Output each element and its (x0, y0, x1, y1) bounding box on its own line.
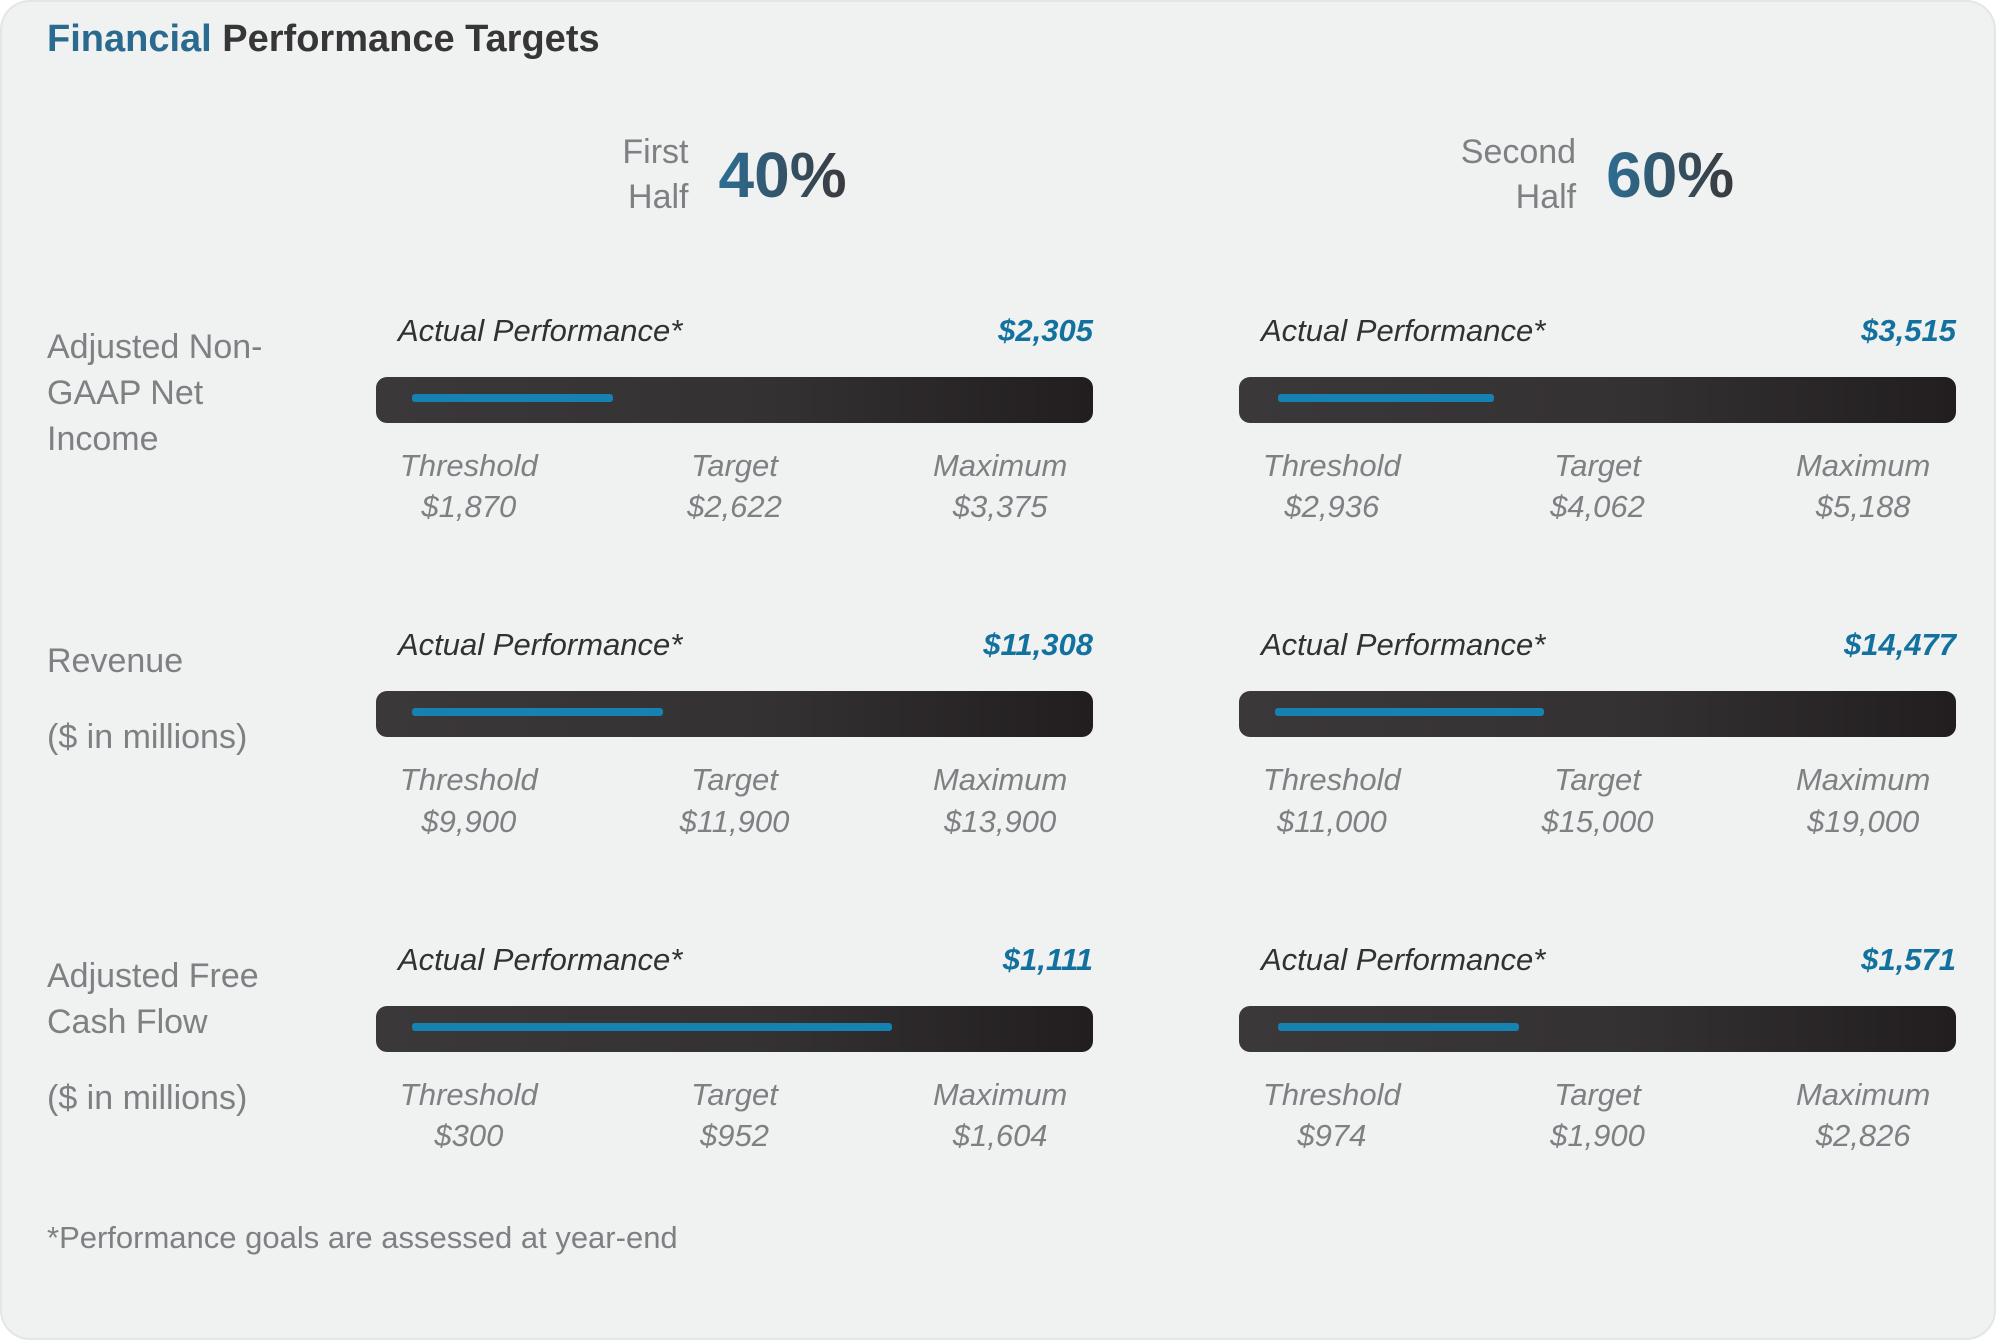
actual-performance-line (411, 394, 613, 402)
actual-performance-label: Actual Performance* (398, 627, 683, 663)
metric-name: Adjusted Free Cash Flow ($ in millions) (47, 942, 329, 1156)
actual-performance-label: Actual Performance* (1261, 627, 1546, 663)
second-half-label: Second Half (1460, 133, 1577, 216)
page-title-accent: Financial (47, 18, 212, 60)
metric-first-half-cell: Actual Performance* $11,308 Threshold $9… (376, 627, 1093, 841)
actual-performance-line (1278, 394, 1494, 402)
actual-performance-label: Actual Performance* (398, 313, 683, 348)
performance-bar (1239, 377, 1956, 423)
target-item: Target $1,900 (1550, 1076, 1645, 1154)
scale-row: Threshold $1,870 Target $2,622 Maximum $… (336, 445, 1133, 527)
metric-first-half-cell: Actual Performance* $1,111 Threshold $30… (376, 942, 1093, 1156)
metric-second-half-cell: Actual Performance* $14,477 Threshold $1… (1239, 627, 1956, 841)
threshold-item: Threshold $300 (399, 1076, 538, 1154)
scale-row: Threshold $300 Target $952 Maximum $1,60… (336, 1074, 1133, 1156)
actual-performance-value: $2,305 (998, 313, 1093, 348)
metric-unit: ($ in millions) (47, 718, 248, 757)
target-item: Target $4,062 (1550, 448, 1645, 525)
actual-performance-label: Actual Performance* (398, 941, 683, 977)
metric-first-half-cell: Actual Performance* $2,305 Threshold $1,… (376, 313, 1093, 527)
actual-performance-value: $1,111 (1002, 941, 1093, 977)
maximum-item: Maximum $13,900 (932, 762, 1068, 839)
footnote: *Performance goals are assessed at year-… (47, 1220, 678, 1256)
performance-bar (376, 1005, 1093, 1052)
maximum-item: Maximum $2,826 (1795, 1076, 1931, 1154)
actual-performance-line (411, 708, 663, 717)
metric-row: Adjusted Free Cash Flow ($ in millions) … (2, 942, 1994, 1156)
actual-performance-label: Actual Performance* (1261, 313, 1546, 348)
scale-row: Threshold $11,000 Target $15,000 Maximum… (1199, 759, 1994, 841)
metric-row: Adjusted Non-GAAP Net Income Actual Perf… (2, 313, 1994, 527)
target-item: Target $15,000 (1541, 762, 1654, 839)
target-item: Target $2,622 (687, 448, 782, 525)
actual-performance-value: $14,477 (1843, 627, 1956, 663)
page-title-rest: Performance Targets (211, 18, 600, 60)
actual-performance-line (1278, 1022, 1519, 1031)
actual-performance-line (411, 1022, 893, 1031)
performance-bar (1239, 691, 1956, 738)
metric-row: Revenue ($ in millions) Actual Performan… (2, 627, 1994, 841)
maximum-item: Maximum $19,000 (1795, 762, 1931, 839)
first-half-label: First Half (622, 133, 689, 216)
first-half-weight: 40% (718, 139, 847, 211)
target-item: Target $952 (691, 1076, 778, 1154)
metric-second-half-cell: Actual Performance* $3,515 Threshold $2,… (1239, 313, 1956, 527)
first-half-header: First Half 40% (376, 119, 1093, 231)
performance-bar (376, 377, 1093, 423)
performance-bar (376, 691, 1093, 738)
page-title: Financial Performance Targets (2, 2, 1994, 61)
maximum-item: Maximum $3,375 (932, 448, 1068, 525)
actual-performance-label: Actual Performance* (1261, 941, 1546, 977)
metric-name: Revenue ($ in millions) (47, 627, 329, 841)
second-half-header: Second Half 60% (1239, 119, 1956, 231)
scale-row: Threshold $9,900 Target $11,900 Maximum … (336, 759, 1133, 841)
maximum-item: Maximum $5,188 (1795, 448, 1931, 525)
threshold-item: Threshold $974 (1262, 1076, 1401, 1154)
target-item: Target $11,900 (679, 762, 790, 839)
column-headers: First Half 40% Second Half 60% (2, 119, 1994, 231)
actual-performance-line (1274, 708, 1544, 717)
threshold-item: Threshold $11,000 (1262, 762, 1401, 839)
scale-row: Threshold $974 Target $1,900 Maximum $2,… (1199, 1074, 1994, 1156)
actual-performance-value: $1,571 (1861, 941, 1956, 977)
scale-row: Threshold $2,936 Target $4,062 Maximum $… (1199, 445, 1994, 527)
threshold-item: Threshold $2,936 (1262, 448, 1401, 525)
metric-name: Adjusted Non-GAAP Net Income (47, 328, 263, 458)
second-half-weight: 60% (1606, 139, 1735, 211)
metric-unit: ($ in millions) (47, 1078, 248, 1117)
performance-bar (1239, 1005, 1956, 1052)
threshold-item: Threshold $1,870 (399, 448, 538, 525)
metric-second-half-cell: Actual Performance* $1,571 Threshold $97… (1239, 942, 1956, 1156)
actual-performance-value: $3,515 (1861, 313, 1956, 348)
threshold-item: Threshold $9,900 (399, 762, 538, 839)
maximum-item: Maximum $1,604 (932, 1076, 1068, 1154)
actual-performance-value: $11,308 (983, 627, 1093, 663)
metrics-section: Adjusted Non-GAAP Net Income Actual Perf… (2, 313, 1994, 1156)
